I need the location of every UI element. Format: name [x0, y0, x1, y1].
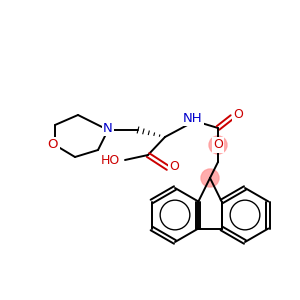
Text: O: O — [213, 139, 223, 152]
Circle shape — [209, 136, 227, 154]
Text: HO: HO — [101, 154, 120, 166]
Text: O: O — [233, 109, 243, 122]
Text: NH: NH — [183, 112, 203, 124]
Circle shape — [201, 169, 219, 187]
Text: N: N — [103, 122, 113, 134]
Text: O: O — [169, 160, 179, 172]
Text: O: O — [48, 139, 58, 152]
